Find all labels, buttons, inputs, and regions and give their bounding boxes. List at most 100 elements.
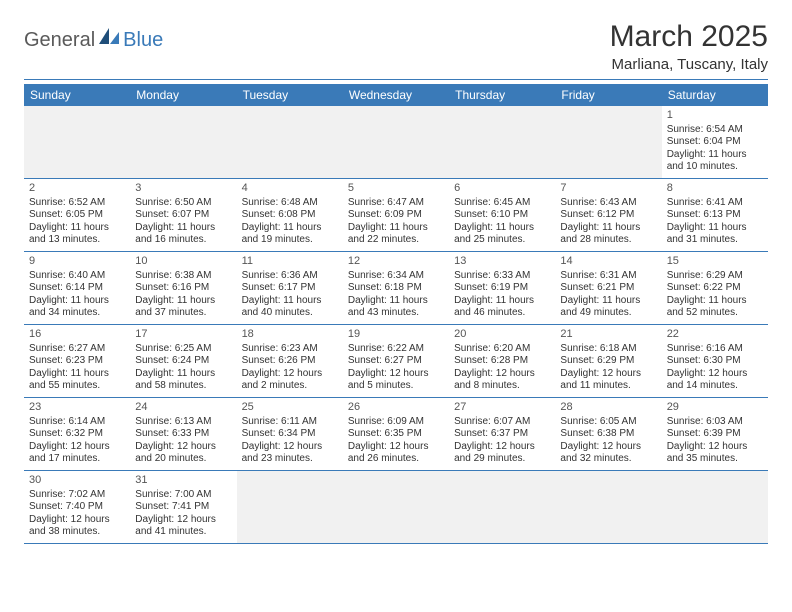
daylight2-label: and 29 minutes. [454, 453, 550, 466]
sunset-label: Sunset: 6:08 PM [242, 209, 338, 222]
day-number: 22 [667, 328, 763, 342]
daylight1-label: Daylight: 12 hours [135, 514, 231, 527]
sunrise-label: Sunrise: 6:16 AM [667, 343, 763, 356]
sunrise-label: Sunrise: 6:45 AM [454, 197, 550, 210]
week-row: 9Sunrise: 6:40 AMSunset: 6:14 PMDaylight… [24, 252, 768, 325]
daylight1-label: Daylight: 11 hours [667, 149, 763, 162]
sunrise-label: Sunrise: 6:11 AM [242, 416, 338, 429]
empty-cell [449, 471, 555, 543]
empty-cell [343, 106, 449, 178]
daylight1-label: Daylight: 11 hours [29, 295, 125, 308]
sunset-label: Sunset: 6:17 PM [242, 282, 338, 295]
daylight2-label: and 40 minutes. [242, 307, 338, 320]
daylight1-label: Daylight: 11 hours [135, 368, 231, 381]
daylight2-label: and 55 minutes. [29, 380, 125, 393]
day-cell: 23Sunrise: 6:14 AMSunset: 6:32 PMDayligh… [24, 398, 130, 470]
daylight1-label: Daylight: 12 hours [454, 368, 550, 381]
logo: General Blue [24, 28, 163, 52]
empty-cell [555, 471, 661, 543]
day-cell: 9Sunrise: 6:40 AMSunset: 6:14 PMDaylight… [24, 252, 130, 324]
daylight2-label: and 16 minutes. [135, 234, 231, 247]
sunrise-label: Sunrise: 6:03 AM [667, 416, 763, 429]
daylight2-label: and 35 minutes. [667, 453, 763, 466]
day-cell: 14Sunrise: 6:31 AMSunset: 6:21 PMDayligh… [555, 252, 661, 324]
sunrise-label: Sunrise: 6:09 AM [348, 416, 444, 429]
sunset-label: Sunset: 6:23 PM [29, 355, 125, 368]
day-number: 12 [348, 255, 444, 269]
daylight1-label: Daylight: 11 hours [454, 222, 550, 235]
daylight2-label: and 13 minutes. [29, 234, 125, 247]
daylight2-label: and 38 minutes. [29, 526, 125, 539]
day-cell: 6Sunrise: 6:45 AMSunset: 6:10 PMDaylight… [449, 179, 555, 251]
daylight1-label: Daylight: 11 hours [29, 222, 125, 235]
sunrise-label: Sunrise: 6:36 AM [242, 270, 338, 283]
logo-text-blue: Blue [123, 29, 163, 52]
calendar: SundayMondayTuesdayWednesdayThursdayFrid… [24, 84, 768, 544]
sunset-label: Sunset: 6:12 PM [560, 209, 656, 222]
sunrise-label: Sunrise: 6:14 AM [29, 416, 125, 429]
day-number: 11 [242, 255, 338, 269]
sunset-label: Sunset: 6:16 PM [135, 282, 231, 295]
page-title: March 2025 [610, 20, 768, 54]
day-number: 21 [560, 328, 656, 342]
day-cell: 20Sunrise: 6:20 AMSunset: 6:28 PMDayligh… [449, 325, 555, 397]
empty-cell [449, 106, 555, 178]
weekday-header: Friday [555, 84, 661, 106]
daylight2-label: and 34 minutes. [29, 307, 125, 320]
daylight1-label: Daylight: 12 hours [29, 514, 125, 527]
empty-cell [662, 471, 768, 543]
sunrise-label: Sunrise: 6:05 AM [560, 416, 656, 429]
sunrise-label: Sunrise: 6:34 AM [348, 270, 444, 283]
day-cell: 19Sunrise: 6:22 AMSunset: 6:27 PMDayligh… [343, 325, 449, 397]
week-row: 30Sunrise: 7:02 AMSunset: 7:40 PMDayligh… [24, 471, 768, 544]
sunrise-label: Sunrise: 6:33 AM [454, 270, 550, 283]
daylight1-label: Daylight: 12 hours [560, 441, 656, 454]
week-row: 1Sunrise: 6:54 AMSunset: 6:04 PMDaylight… [24, 106, 768, 179]
daylight2-label: and 20 minutes. [135, 453, 231, 466]
day-cell: 26Sunrise: 6:09 AMSunset: 6:35 PMDayligh… [343, 398, 449, 470]
sunset-label: Sunset: 6:30 PM [667, 355, 763, 368]
day-cell: 27Sunrise: 6:07 AMSunset: 6:37 PMDayligh… [449, 398, 555, 470]
weekday-header: Saturday [662, 84, 768, 106]
sunrise-label: Sunrise: 6:18 AM [560, 343, 656, 356]
sunrise-label: Sunrise: 6:48 AM [242, 197, 338, 210]
sunset-label: Sunset: 6:32 PM [29, 428, 125, 441]
daylight1-label: Daylight: 12 hours [560, 368, 656, 381]
day-number: 13 [454, 255, 550, 269]
day-number: 28 [560, 401, 656, 415]
sunset-label: Sunset: 6:05 PM [29, 209, 125, 222]
empty-cell [343, 471, 449, 543]
daylight1-label: Daylight: 11 hours [348, 222, 444, 235]
logo-text-general: General [24, 29, 95, 52]
day-cell: 3Sunrise: 6:50 AMSunset: 6:07 PMDaylight… [130, 179, 236, 251]
sunrise-label: Sunrise: 6:41 AM [667, 197, 763, 210]
daylight2-label: and 26 minutes. [348, 453, 444, 466]
day-cell: 18Sunrise: 6:23 AMSunset: 6:26 PMDayligh… [237, 325, 343, 397]
day-number: 3 [135, 182, 231, 196]
empty-cell [237, 106, 343, 178]
sunrise-label: Sunrise: 6:54 AM [667, 124, 763, 137]
sunset-label: Sunset: 6:13 PM [667, 209, 763, 222]
daylight2-label: and 49 minutes. [560, 307, 656, 320]
day-cell: 10Sunrise: 6:38 AMSunset: 6:16 PMDayligh… [130, 252, 236, 324]
logo-sail-icon [99, 28, 121, 51]
day-number: 23 [29, 401, 125, 415]
day-number: 14 [560, 255, 656, 269]
daylight1-label: Daylight: 11 hours [560, 295, 656, 308]
sunrise-label: Sunrise: 6:13 AM [135, 416, 231, 429]
sunrise-label: Sunrise: 6:22 AM [348, 343, 444, 356]
daylight1-label: Daylight: 11 hours [454, 295, 550, 308]
sunrise-label: Sunrise: 6:40 AM [29, 270, 125, 283]
weekday-header: Monday [130, 84, 236, 106]
sunset-label: Sunset: 6:28 PM [454, 355, 550, 368]
empty-cell [130, 106, 236, 178]
day-number: 2 [29, 182, 125, 196]
sunset-label: Sunset: 6:19 PM [454, 282, 550, 295]
day-cell: 24Sunrise: 6:13 AMSunset: 6:33 PMDayligh… [130, 398, 236, 470]
daylight2-label: and 11 minutes. [560, 380, 656, 393]
sunset-label: Sunset: 6:22 PM [667, 282, 763, 295]
daylight1-label: Daylight: 11 hours [560, 222, 656, 235]
weekday-header: Thursday [449, 84, 555, 106]
title-block: March 2025 Marliana, Tuscany, Italy [610, 20, 768, 73]
daylight1-label: Daylight: 11 hours [242, 222, 338, 235]
